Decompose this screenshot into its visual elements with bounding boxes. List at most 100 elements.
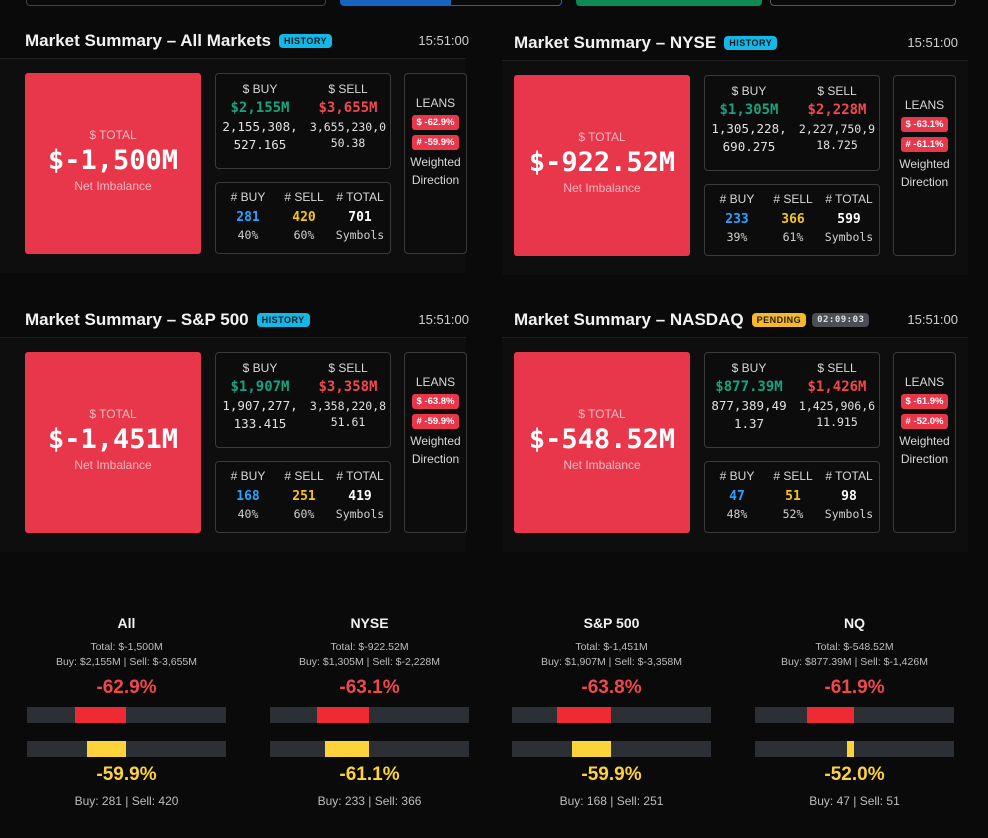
usd-sell-amount: $2,228M	[807, 102, 867, 118]
count-sell-pct: 60%	[293, 507, 315, 521]
leans-card: LEANS $ -63.8% # -59.9% Weighted Directi…	[404, 352, 467, 533]
count-sell-label: # SELL	[773, 192, 813, 206]
usd-buy-amount: $2,155M	[230, 100, 290, 116]
panel-title-text: Market Summary – S&P 500	[25, 310, 249, 329]
count-buy-value: 47	[729, 489, 745, 504]
net-imbalance-label: Net Imbalance	[563, 458, 641, 472]
count-buy-pct: 48%	[726, 507, 748, 521]
leans-label: LEANS	[904, 375, 945, 389]
count-lean-bar	[27, 741, 226, 757]
secondary-action-button[interactable]	[770, 0, 956, 6]
count-lean-pct: -61.1%	[339, 764, 400, 785]
total-box: $ TOTAL $-548.52M Net Imbalance	[514, 352, 690, 533]
summary-nyse: NYSE Total: $-922.52M Buy: $1,305M | Sel…	[248, 615, 491, 808]
status-badge[interactable]: HISTORY	[256, 313, 310, 327]
usd-sell-full: 2,227,750,918.725	[798, 122, 876, 152]
usd-lean-bar	[270, 707, 469, 723]
count-lean-pct: -59.9%	[96, 764, 157, 785]
summary-buysell: Buy: $1,907M | Sell: $-3,358M	[540, 656, 683, 668]
weighted-direction-label: Weighted Direction	[899, 157, 950, 189]
net-imbalance-label: Net Imbalance	[563, 181, 641, 195]
usd-sell-full: 3,358,220,851.61	[309, 399, 387, 429]
timer-badge: 02:09:03	[812, 313, 870, 327]
count-buy-value: 168	[236, 489, 260, 504]
count-lean-bar	[755, 741, 954, 757]
summary-counts: Buy: 233 | Sell: 366	[317, 794, 422, 808]
count-lean-fill	[572, 741, 612, 757]
count-total-label: # TOTAL	[825, 192, 873, 206]
net-imbalance-label: Net Imbalance	[74, 179, 152, 193]
count-buy-col: # BUY 281 40%	[220, 190, 276, 242]
lean-count-pill: # -59.9%	[412, 414, 459, 429]
toggle-left-button[interactable]	[340, 0, 450, 6]
panel-title-text: Market Summary – NYSE	[514, 33, 717, 52]
usd-buy-amount: $1,305M	[719, 102, 779, 118]
status-badge[interactable]: HISTORY	[724, 36, 778, 50]
status-badge[interactable]: PENDING	[751, 313, 807, 327]
count-buy-pct: 39%	[726, 230, 748, 244]
net-imbalance-label: Net Imbalance	[74, 458, 152, 472]
panel-time: 15:51:00	[907, 35, 958, 50]
count-total-col: # TOTAL 701 Symbols	[332, 190, 388, 242]
leans-label: LEANS	[415, 375, 456, 389]
summary-counts: Buy: 281 | Sell: 420	[74, 794, 179, 808]
total-value: $-548.52M	[528, 424, 676, 455]
count-card: # BUY 233 39% # SELL 366 61% # TOTAL 599…	[704, 184, 880, 256]
panel-title: Market Summary – S&P 500 HISTORY	[25, 310, 310, 330]
count-sell-label: # SELL	[284, 190, 324, 204]
usd-card: $ BUY $877.39M 877,389,491.37 $ SELL $1,…	[704, 352, 880, 448]
usd-buy-col: $ BUY $1,907M 1,907,277,133.415	[216, 361, 304, 433]
lean-count-pill: # -52.0%	[901, 414, 948, 429]
count-sell-value: 251	[292, 489, 316, 504]
usd-buy-col: $ BUY $877.39M 877,389,491.37	[705, 361, 793, 433]
search-input[interactable]	[26, 0, 326, 6]
usd-sell-label: $ SELL	[817, 361, 857, 375]
usd-sell-amount: $1,426M	[807, 379, 867, 395]
lean-usd-pill: $ -63.8%	[412, 394, 459, 409]
status-badge[interactable]: HISTORY	[278, 34, 332, 48]
summary-nq: NQ Total: $-548.52M Buy: $877.39M | Sell…	[733, 615, 976, 808]
total-label: $ TOTAL	[578, 130, 626, 144]
usd-sell-label: $ SELL	[817, 84, 857, 98]
lean-usd-pill: $ -63.1%	[901, 117, 948, 132]
weighted-direction-label: Weighted Direction	[410, 155, 461, 187]
usd-buy-amount: $1,907M	[230, 379, 290, 395]
count-lean-pct: -59.9%	[581, 764, 642, 785]
usd-sell-col: $ SELL $2,228M 2,227,750,918.725	[793, 84, 881, 153]
lean-usd-pill: $ -61.9%	[901, 394, 948, 409]
summary-title: S&P 500	[583, 615, 640, 631]
primary-action-button[interactable]	[576, 0, 762, 6]
usd-sell-amount: $3,655M	[318, 100, 378, 116]
usd-buy-full: 2,155,308,527.165	[222, 119, 298, 152]
count-lean-bar	[270, 741, 469, 757]
summary-buysell: Buy: $1,305M | Sell: $-2,228M	[298, 656, 441, 668]
count-card: # BUY 47 48% # SELL 51 52% # TOTAL 98 Sy…	[704, 461, 880, 533]
toggle-right-button[interactable]	[450, 0, 562, 6]
count-buy-label: # BUY	[719, 192, 755, 206]
panel-title-text: Market Summary – NASDAQ	[514, 310, 744, 329]
lean-count-pill: # -61.1%	[901, 137, 948, 152]
usd-lean-fill	[556, 707, 612, 723]
summary-buysell: Buy: $2,155M | Sell: $-3,655M	[55, 656, 198, 668]
count-sell-col: # SELL 420 60%	[276, 190, 332, 242]
count-total-col: # TOTAL 98 Symbols	[821, 469, 877, 521]
panel-title: Market Summary – NASDAQ PENDING 02:09:03	[514, 310, 870, 330]
usd-sell-full: 3,655,230,050.38	[309, 120, 387, 150]
summary-title: NQ	[844, 615, 865, 631]
summary-all: All Total: $-1,500M Buy: $2,155M | Sell:…	[5, 615, 248, 808]
count-sell-col: # SELL 51 52%	[765, 469, 821, 521]
top-controls	[0, 0, 988, 6]
weighted-direction-label: Weighted Direction	[410, 434, 461, 466]
total-box: $ TOTAL $-1,500M Net Imbalance	[25, 73, 201, 254]
panel-sp500: Market Summary – S&P 500 HISTORY 15:51:0…	[13, 310, 479, 560]
panel-title: Market Summary – All Markets HISTORY	[25, 31, 332, 51]
total-label: $ TOTAL	[578, 407, 626, 421]
leans-card: LEANS $ -63.1% # -61.1% Weighted Directi…	[893, 75, 956, 256]
panel-time: 15:51:00	[418, 312, 469, 327]
usd-lean-fill	[75, 707, 127, 723]
summary-title: All	[117, 615, 136, 631]
symbols-label: Symbols	[824, 230, 874, 244]
usd-buy-col: $ BUY $1,305M 1,305,228,690.275	[705, 84, 793, 156]
usd-lean-pct: -61.9%	[824, 677, 885, 698]
count-sell-pct: 61%	[782, 230, 804, 244]
